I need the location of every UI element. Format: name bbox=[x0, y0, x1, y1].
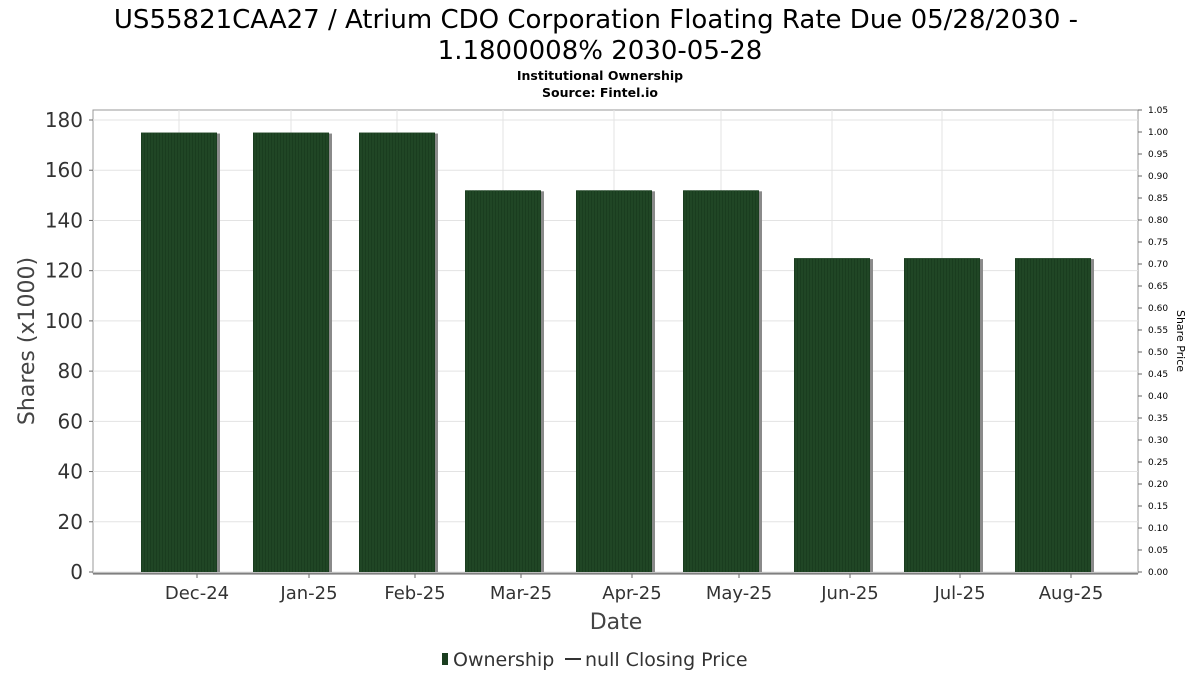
y-tick-label: 180 bbox=[45, 108, 83, 132]
y2-tick-label: 0.35 bbox=[1148, 414, 1168, 424]
y-tick-label: 120 bbox=[45, 259, 83, 283]
y2-tick-label: 1.05 bbox=[1148, 106, 1168, 116]
y2-tick-label: 0.10 bbox=[1148, 524, 1168, 534]
y2-axis-label: Share Price bbox=[1174, 310, 1187, 372]
x-tick-label: Mar-25 bbox=[490, 583, 552, 604]
y2-tick-label: 0.15 bbox=[1148, 502, 1168, 512]
y2-tick-label: 0.75 bbox=[1148, 238, 1168, 248]
x-tick-label: Aug-25 bbox=[1039, 583, 1104, 604]
y2-tick-label: 0.55 bbox=[1148, 326, 1168, 336]
x-tick-label: May-25 bbox=[706, 583, 772, 604]
y-tick-label: 60 bbox=[58, 409, 83, 433]
legend-ownership-label: Ownership bbox=[453, 649, 554, 671]
chart-title-line1: US55821CAA27 / Atrium CDO Corporation Fl… bbox=[114, 5, 1078, 35]
x-tick-label: Jan-25 bbox=[279, 583, 337, 604]
y-axis-label: Shares (x1000) bbox=[15, 257, 40, 425]
x-axis-ticks: Dec-24 Jan-25 Feb-25 Mar-25 Apr-25 May-25 Jun-… bbox=[93, 573, 1138, 604]
x-tick-label: Apr-25 bbox=[602, 583, 661, 604]
legend: Ownership null Closing Price bbox=[442, 649, 748, 671]
y2-tick-label: 0.80 bbox=[1148, 216, 1168, 226]
y2-tick-label: 1.00 bbox=[1148, 128, 1168, 138]
legend-ownership-swatch bbox=[442, 653, 448, 665]
y2-tick-label: 0.60 bbox=[1148, 304, 1168, 314]
chart-title-line2: 1.1800008% 2030-05-28 bbox=[438, 36, 763, 66]
y2-tick-label: 0.00 bbox=[1148, 568, 1168, 578]
y2-tick-label: 0.30 bbox=[1148, 436, 1168, 446]
y2-tick-label: 0.65 bbox=[1148, 282, 1168, 292]
x-tick-label: Jul-25 bbox=[933, 583, 985, 604]
y2-tick-label: 0.20 bbox=[1148, 480, 1168, 490]
y2-tick-label: 0.85 bbox=[1148, 194, 1168, 204]
y2-tick-label: 0.05 bbox=[1148, 546, 1168, 556]
x-tick-label: Feb-25 bbox=[384, 583, 445, 604]
y-tick-label: 160 bbox=[45, 158, 83, 182]
y2-tick-label: 0.70 bbox=[1148, 260, 1168, 270]
chart-source: Source: Fintel.io bbox=[542, 85, 658, 100]
y-tick-label: 20 bbox=[58, 510, 83, 534]
y2-tick-label: 0.40 bbox=[1148, 392, 1168, 402]
y2-tick-label: 0.25 bbox=[1148, 458, 1168, 468]
y2-axis-ticks: 0.00 0.05 0.10 0.15 0.20 0.25 0.30 0.35 0.40 0.45… bbox=[1138, 106, 1168, 578]
y-tick-label: 80 bbox=[58, 359, 83, 383]
y2-tick-label: 0.45 bbox=[1148, 370, 1168, 380]
y-tick-label: 140 bbox=[45, 208, 83, 232]
x-tick-label: Dec-24 bbox=[165, 583, 229, 604]
x-axis-label: Date bbox=[590, 610, 643, 635]
x-tick-label: Jun-25 bbox=[820, 583, 879, 604]
y-tick-label: 0 bbox=[70, 560, 83, 584]
legend-price-label: null Closing Price bbox=[585, 649, 748, 671]
y2-tick-label: 0.95 bbox=[1148, 150, 1168, 160]
chart-subtitle: Institutional Ownership bbox=[517, 68, 683, 83]
y2-tick-label: 0.50 bbox=[1148, 348, 1168, 358]
y-axis-ticks: 0 20 40 60 80 100 120 140 160 180 bbox=[45, 108, 93, 584]
bars bbox=[141, 132, 1094, 573]
y2-tick-label: 0.90 bbox=[1148, 172, 1168, 182]
y-tick-label: 100 bbox=[45, 309, 83, 333]
y-tick-label: 40 bbox=[58, 460, 83, 484]
